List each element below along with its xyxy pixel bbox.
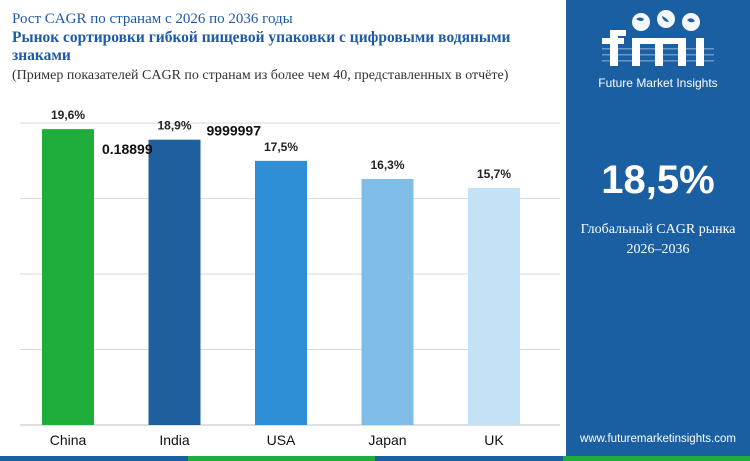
fmi-logo: Future Market Insights xyxy=(566,8,750,90)
strip-segment xyxy=(375,456,563,461)
website-link[interactable]: www.futuremarketinsights.com xyxy=(580,433,736,445)
data-label-uk: 15,7% xyxy=(477,167,511,181)
data-label-india: 18,9% xyxy=(157,119,191,133)
chart-note: (Пример показателей CAGR по странам из б… xyxy=(12,68,509,83)
chart-area: 19,6% China 18,9% India 17,5% USA 16,3% Japan 15… xyxy=(20,108,560,448)
bar-india xyxy=(148,139,201,425)
tick-label-japan: Japan xyxy=(368,432,406,448)
chart-title: Рынок сортировки гибкой пищевой упаковки… xyxy=(12,29,511,64)
logo-caption: Future Market Insights xyxy=(598,76,718,90)
artifact-label: 0.18899 xyxy=(102,141,153,157)
tick-label-usa: USA xyxy=(267,432,296,448)
chart-header: Рост CAGR по странам с 2026 по 2036 годы… xyxy=(12,10,572,85)
bar-china xyxy=(42,129,94,425)
fmi-logo-icon xyxy=(602,10,714,66)
bottom-color-strip xyxy=(0,456,750,461)
global-cagr-label: Глобальный CAGR рынка 2026–2036 xyxy=(566,220,750,260)
strip-segment xyxy=(187,456,375,461)
strip-segment xyxy=(0,456,188,461)
artifact-label: 9999997 xyxy=(207,123,262,139)
data-label-usa: 17,5% xyxy=(264,140,298,154)
bar-japan xyxy=(361,178,414,425)
strip-segment xyxy=(562,456,750,461)
chart-subtitle: Рост CAGR по странам с 2026 по 2036 годы xyxy=(12,11,293,27)
bar-usa xyxy=(255,160,307,426)
tick-label-india: India xyxy=(159,432,190,448)
global-cagr-value: 18,5% xyxy=(601,158,715,202)
global-cagr-label-text: Глобальный CAGR рынка xyxy=(580,222,736,237)
global-cagr-period: 2026–2036 xyxy=(626,242,690,257)
sidebar: Future Market Insights 18,5% Глобальный … xyxy=(566,0,750,456)
data-label-china: 19,6% xyxy=(51,108,85,122)
bar-uk xyxy=(468,188,520,425)
data-label-japan: 16,3% xyxy=(370,158,404,172)
bar-chart: 19,6% China 18,9% India 17,5% USA 16,3% Japan 15… xyxy=(20,108,560,448)
tick-label-uk: UK xyxy=(484,432,504,448)
tick-label-china: China xyxy=(50,432,87,448)
